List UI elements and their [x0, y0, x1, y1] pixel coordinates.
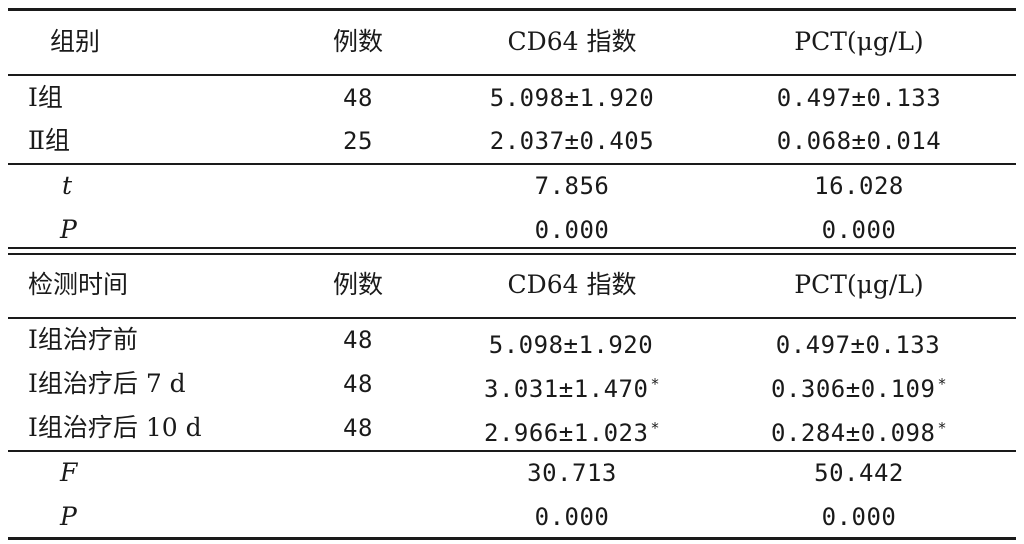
table-row: Ⅰ组治疗后 10 d 48 2.966±1.023 * 0.284±0.098 * — [8, 406, 1016, 450]
pct-stat: 0.000 — [821, 503, 897, 531]
pct-stat: 50.442 — [814, 459, 904, 487]
group-cell: Ⅱ组 — [28, 126, 70, 155]
table2-header-row: 检测时间 例数 CD64 指数 PCT(μg/L) — [8, 263, 1016, 307]
pct-cell: 0.284±0.098 * — [771, 419, 947, 447]
cd64-cell: 3.031±1.470 * — [484, 375, 660, 403]
table1-header-rule — [8, 74, 1016, 76]
table-separator-rule-upper — [8, 247, 1016, 249]
group-cell: Ⅰ组治疗后 7 d — [28, 369, 186, 398]
cd64-stat: 0.000 — [534, 503, 610, 531]
table-row: Ⅰ组 48 5.098±1.920 0.497±0.133 — [8, 76, 1016, 120]
group-cell: Ⅰ组治疗前 — [28, 325, 138, 354]
table1-stats-rule — [8, 163, 1016, 165]
table-row: Ⅰ组治疗前 48 5.098±1.920 0.497±0.133 — [8, 318, 1016, 362]
table-separator-rule-lower — [8, 253, 1016, 255]
table-row: Ⅰ组治疗后 7 d 48 3.031±1.470 * 0.306±0.109 * — [8, 362, 1016, 406]
group-cell: Ⅰ组治疗后 10 d — [28, 413, 202, 442]
stat-row: P 0.000 0.000 — [8, 495, 1016, 539]
cd64-cell: 2.966±1.023 * — [484, 419, 660, 447]
table2-header-n: 例数 — [332, 270, 383, 299]
pct-stat: 16.028 — [814, 172, 904, 200]
significance-mark: * — [937, 419, 947, 437]
table1-header-cd64: CD64 指数 — [507, 27, 637, 56]
stat-label: t — [62, 171, 73, 200]
table1-header-n: 例数 — [332, 27, 383, 56]
pct-cell: 0.497±0.133 — [776, 84, 942, 112]
cd64-stat: 7.856 — [534, 172, 610, 200]
stat-row: t 7.856 16.028 — [8, 164, 1016, 208]
stat-row: P 0.000 0.000 — [8, 208, 1016, 252]
stat-row: F 30.713 50.442 — [8, 451, 1016, 495]
cd64-cell: 2.037±0.405 — [489, 127, 655, 155]
cd64-stat: 0.000 — [534, 216, 610, 244]
pct-cell: 0.306±0.109 * — [771, 375, 947, 403]
table1-header-row: 组别 例数 CD64 指数 PCT(μg/L) — [8, 20, 1016, 64]
cd64-stat: 30.713 — [527, 459, 617, 487]
count-cell: 25 — [343, 127, 373, 155]
group-cell: Ⅰ组 — [28, 83, 63, 112]
significance-mark: * — [937, 375, 947, 393]
count-cell: 48 — [343, 414, 373, 442]
table1-header-group: 组别 — [49, 27, 100, 56]
stat-label: F — [60, 458, 78, 487]
table2-stats-rule — [8, 450, 1016, 452]
table1-top-rule — [8, 8, 1016, 11]
table1-header-pct: PCT(μg/L) — [794, 27, 924, 56]
table2-bottom-rule — [8, 537, 1016, 540]
table2-header-cd64: CD64 指数 — [507, 270, 637, 299]
pct-cell: 0.497±0.133 — [775, 331, 941, 359]
table2-header-time: 检测时间 — [28, 270, 129, 299]
cd64-cell: 5.098±1.920 — [488, 331, 654, 359]
significance-mark: * — [650, 375, 660, 393]
count-cell: 48 — [343, 370, 373, 398]
table2-header-rule — [8, 317, 1016, 319]
table-row: Ⅱ组 25 2.037±0.405 0.068±0.014 — [8, 119, 1016, 163]
count-cell: 48 — [343, 326, 373, 354]
cd64-cell: 5.098±1.920 — [489, 84, 655, 112]
stat-label: P — [60, 502, 77, 531]
stat-label: P — [60, 215, 77, 244]
significance-mark: * — [650, 419, 660, 437]
table2-header-pct: PCT(μg/L) — [794, 270, 924, 299]
pct-cell: 0.068±0.014 — [776, 127, 942, 155]
pct-stat: 0.000 — [821, 216, 897, 244]
count-cell: 48 — [343, 84, 373, 112]
